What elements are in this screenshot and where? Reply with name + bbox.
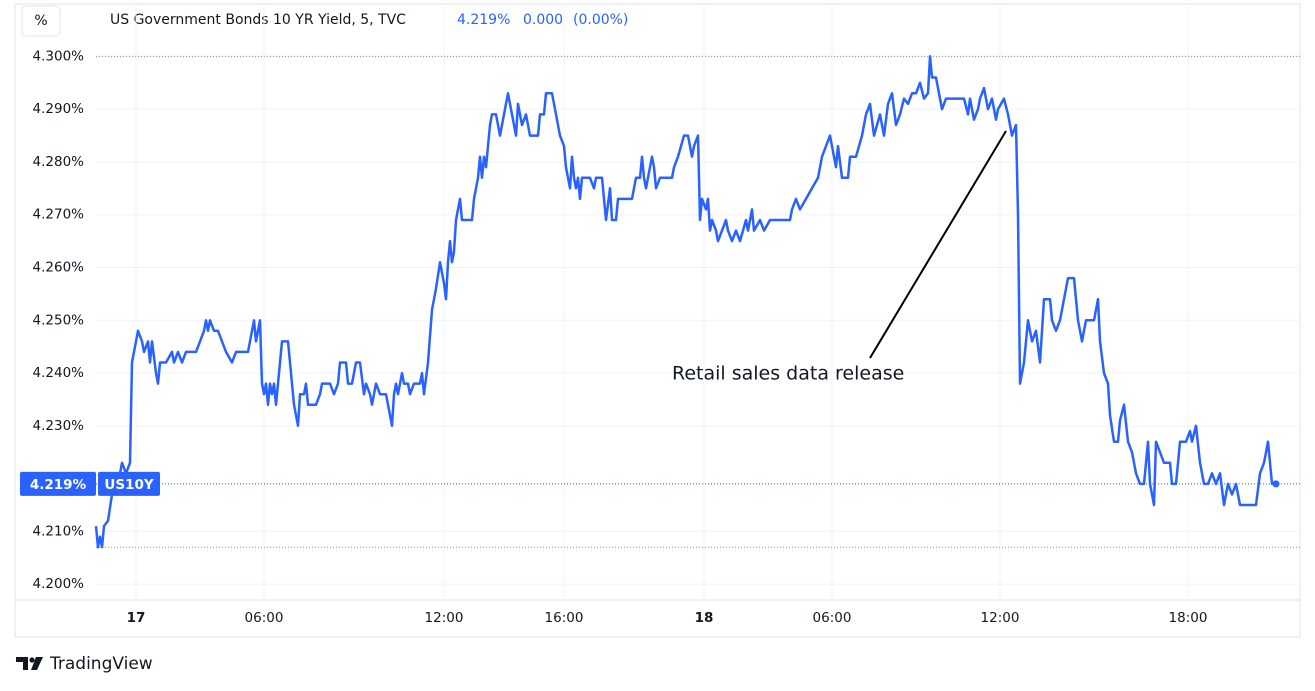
annotation: Retail sales data release xyxy=(672,363,904,385)
x-tick-label: 16:00 xyxy=(545,610,584,626)
plot xyxy=(94,55,1300,549)
labels: 4.200% 4.210% 4.230% 4.240% 4.250% 4.260% 4.27… xyxy=(20,48,1207,626)
unit: % xyxy=(34,13,47,29)
y-tick-label: 4.230% xyxy=(33,418,85,434)
x-tick-label: 06:00 xyxy=(245,610,284,626)
brand-logo xyxy=(16,657,43,670)
y-tick-label: 4.290% xyxy=(33,101,85,117)
symbol-label-box xyxy=(98,471,160,496)
yield-line xyxy=(94,55,1276,549)
change: 0.000 xyxy=(523,12,563,28)
y-tick-label: 4.250% xyxy=(33,312,85,328)
y-tick-label: 4.240% xyxy=(33,365,85,381)
change-pct: (0.00%) xyxy=(573,12,628,28)
x-tick-label: 17 xyxy=(127,610,146,626)
unit-box[interactable] xyxy=(21,5,61,37)
symbol-label: US10Y xyxy=(104,477,153,493)
y-tick-label: 4.260% xyxy=(33,260,85,276)
annotation-arrow xyxy=(869,130,1007,359)
y-tick-label: 4.210% xyxy=(33,523,85,539)
brand: TradingView xyxy=(49,654,153,674)
price-label: 4.219% xyxy=(30,477,87,493)
x-tick-label: 06:00 xyxy=(813,610,852,626)
y-tick-label: 4.300% xyxy=(33,48,85,64)
y-tick-label: 4.200% xyxy=(33,576,85,592)
chart-title: US Government Bonds 10 YR Yield, 5, TVC xyxy=(110,12,406,28)
y-tick-label: 4.270% xyxy=(33,207,85,223)
x-tick-label: 12:00 xyxy=(981,610,1020,626)
last-value: 4.219% xyxy=(457,12,510,28)
last-point xyxy=(1272,480,1280,488)
price-label-box xyxy=(20,471,96,496)
x-tick-label: 18 xyxy=(695,610,714,626)
y-tick-label: 4.280% xyxy=(33,154,85,170)
x-tick-label: 12:00 xyxy=(425,610,464,626)
x-tick-label: 18:00 xyxy=(1169,610,1208,626)
